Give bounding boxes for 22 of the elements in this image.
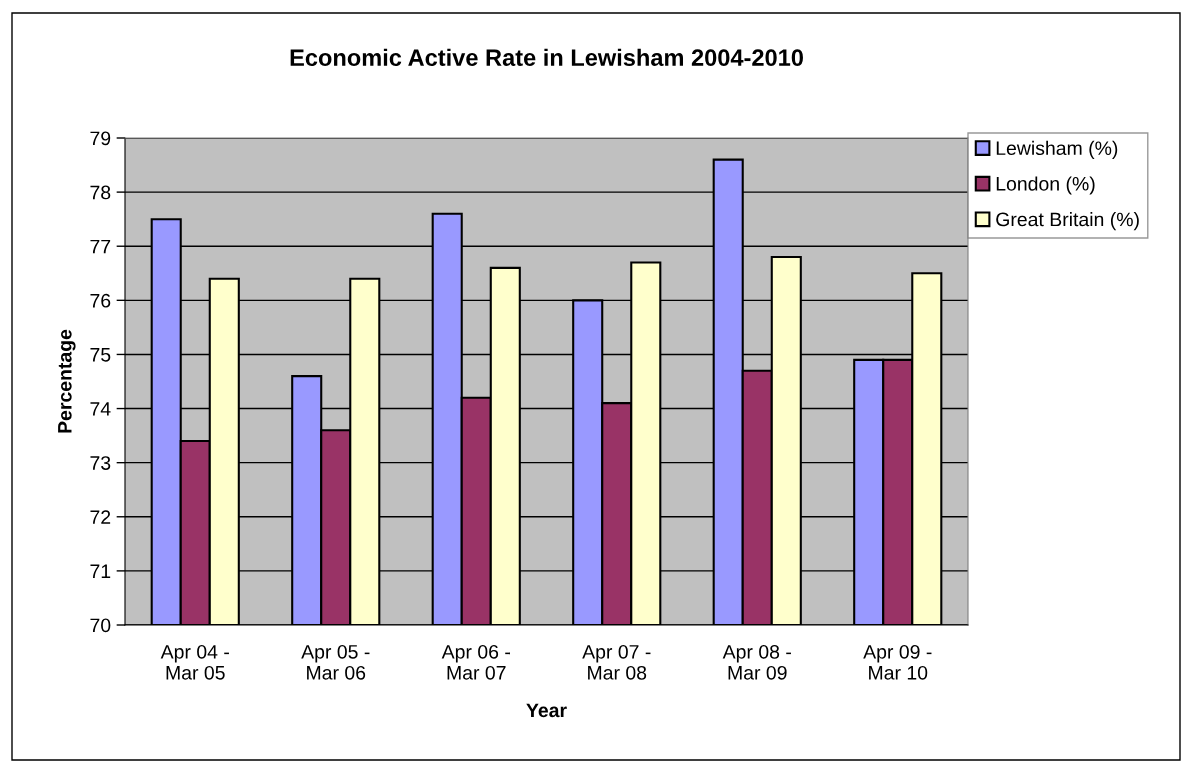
y-tick-label: 76 xyxy=(90,293,111,308)
y-tick-label: 79 xyxy=(90,131,111,146)
x-tick-label: Apr 04 - Mar 05 xyxy=(160,644,229,680)
x-axis-title: Year xyxy=(526,703,567,718)
legend-label: Lewisham (%) xyxy=(996,140,1118,159)
y-axis-title: Percentage xyxy=(58,329,76,433)
x-tick-label: Apr 07 - Mar 08 xyxy=(582,644,651,680)
y-tick-label: 78 xyxy=(90,185,111,200)
y-tick-label: 73 xyxy=(90,456,111,470)
y-tick-label: 70 xyxy=(90,618,111,633)
y-tick-label: 74 xyxy=(90,402,111,416)
x-tick-label: Apr 09 - Mar 10 xyxy=(863,644,932,680)
y-tick-label: 77 xyxy=(90,239,111,254)
x-tick-label: Apr 05 - Mar 06 xyxy=(301,644,370,680)
y-tick-label: 75 xyxy=(90,348,111,362)
chart-title: Economic Active Rate in Lewisham 2004-2010 xyxy=(290,48,803,67)
legend-label: London (%) xyxy=(996,176,1095,195)
x-tick-label: Apr 06 - Mar 07 xyxy=(441,644,510,680)
legend-label: Great Britain (%) xyxy=(996,212,1139,231)
y-tick-label: 72 xyxy=(90,510,111,524)
y-tick-label: 71 xyxy=(90,564,111,578)
x-tick-label: Apr 08 - Mar 09 xyxy=(722,644,791,680)
